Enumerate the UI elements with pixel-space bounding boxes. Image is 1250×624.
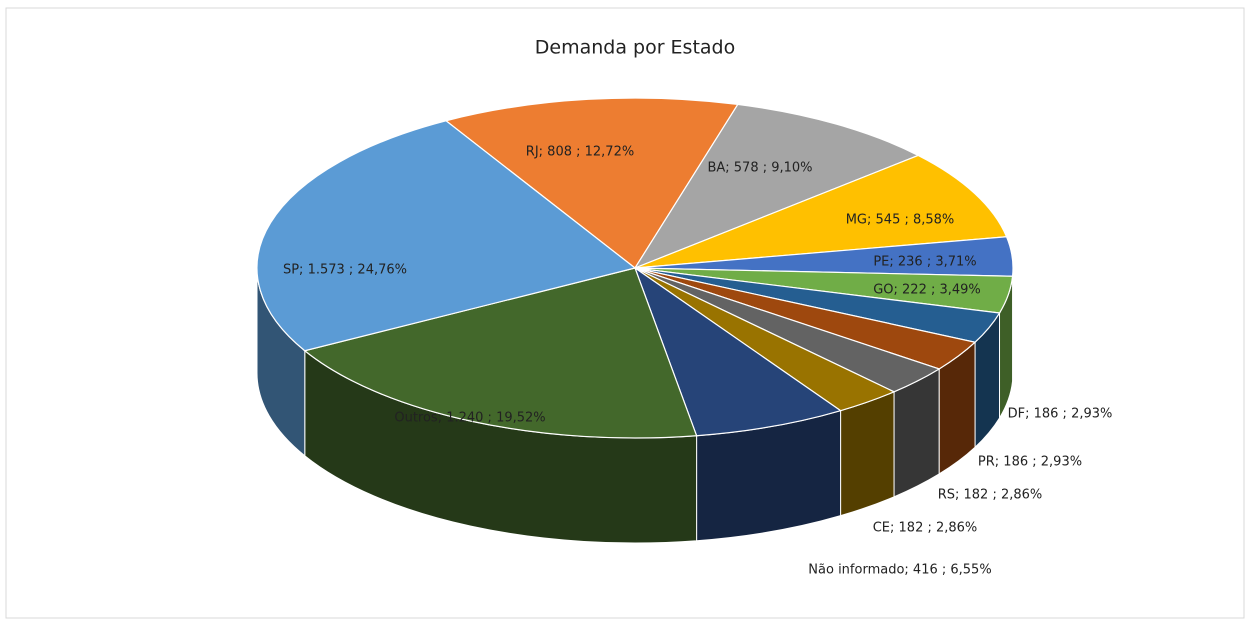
- data-label: PE; 236 ; 3,71%: [873, 255, 976, 270]
- data-label: Não informado; 416 ; 6,55%: [808, 563, 991, 578]
- slice: [634, 154, 1008, 269]
- data-label: RS; 182 ; 2,86%: [938, 488, 1043, 503]
- slice: [256, 120, 637, 352]
- data-label: PR; 186 ; 2,93%: [978, 455, 1082, 470]
- data-label: BA; 578 ; 9,10%: [707, 161, 812, 176]
- data-label: SP; 1.573 ; 24,76%: [283, 263, 407, 278]
- data-label: Outros; 1.240 ; 19,52%: [394, 411, 545, 426]
- data-label: MG; 545 ; 8,58%: [846, 213, 955, 228]
- slice: [444, 97, 739, 269]
- data-label: DF; 186 ; 2,93%: [1008, 407, 1113, 422]
- slice-side: [840, 391, 895, 517]
- slice: [633, 266, 842, 437]
- data-label: CE; 182 ; 2,86%: [873, 521, 978, 536]
- slice: [633, 103, 920, 270]
- data-label: RJ; 808 ; 12,72%: [526, 145, 634, 160]
- chart-title: Demanda por Estado: [535, 37, 735, 59]
- slice: [303, 267, 698, 439]
- data-label: GO; 222 ; 3,49%: [873, 283, 981, 298]
